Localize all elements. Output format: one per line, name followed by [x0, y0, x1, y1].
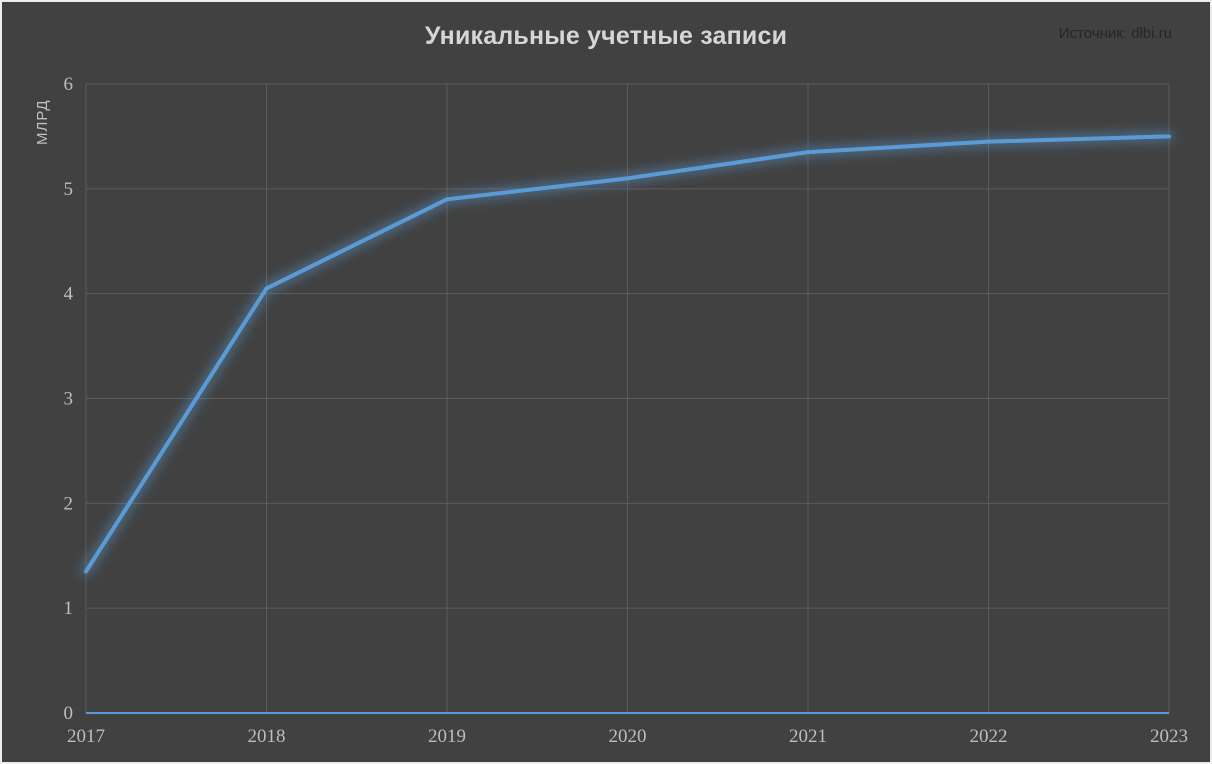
x-tick-label: 2021 — [789, 726, 827, 747]
x-tick-label: 2018 — [248, 726, 286, 747]
x-tick-label: 2017 — [67, 726, 105, 747]
source-label: Источник: dlbi.ru — [1058, 25, 1172, 42]
y-tick-label: 2 — [64, 493, 74, 514]
y-tick-label: 3 — [64, 389, 74, 410]
y-tick-label: 1 — [64, 598, 74, 619]
x-tick-label: 2020 — [609, 726, 647, 747]
x-tick-label: 2022 — [970, 726, 1008, 747]
y-tick-label: 0 — [64, 703, 74, 724]
x-tick-label: 2019 — [428, 726, 466, 747]
x-tick-label: 2023 — [1150, 726, 1188, 747]
tick-labels-layer: 0 1 2 3 4 5 6 2017 2018 2019 2020 2021 2022 2023 — [64, 74, 1189, 747]
chart-title: Уникальные учетные записи — [424, 22, 788, 50]
data-line — [84, 134, 1171, 574]
series-layer — [81, 131, 1174, 714]
y-tick-label: 4 — [64, 284, 74, 305]
y-tick-label: 6 — [64, 74, 74, 95]
y-tick-label: 5 — [64, 179, 74, 200]
